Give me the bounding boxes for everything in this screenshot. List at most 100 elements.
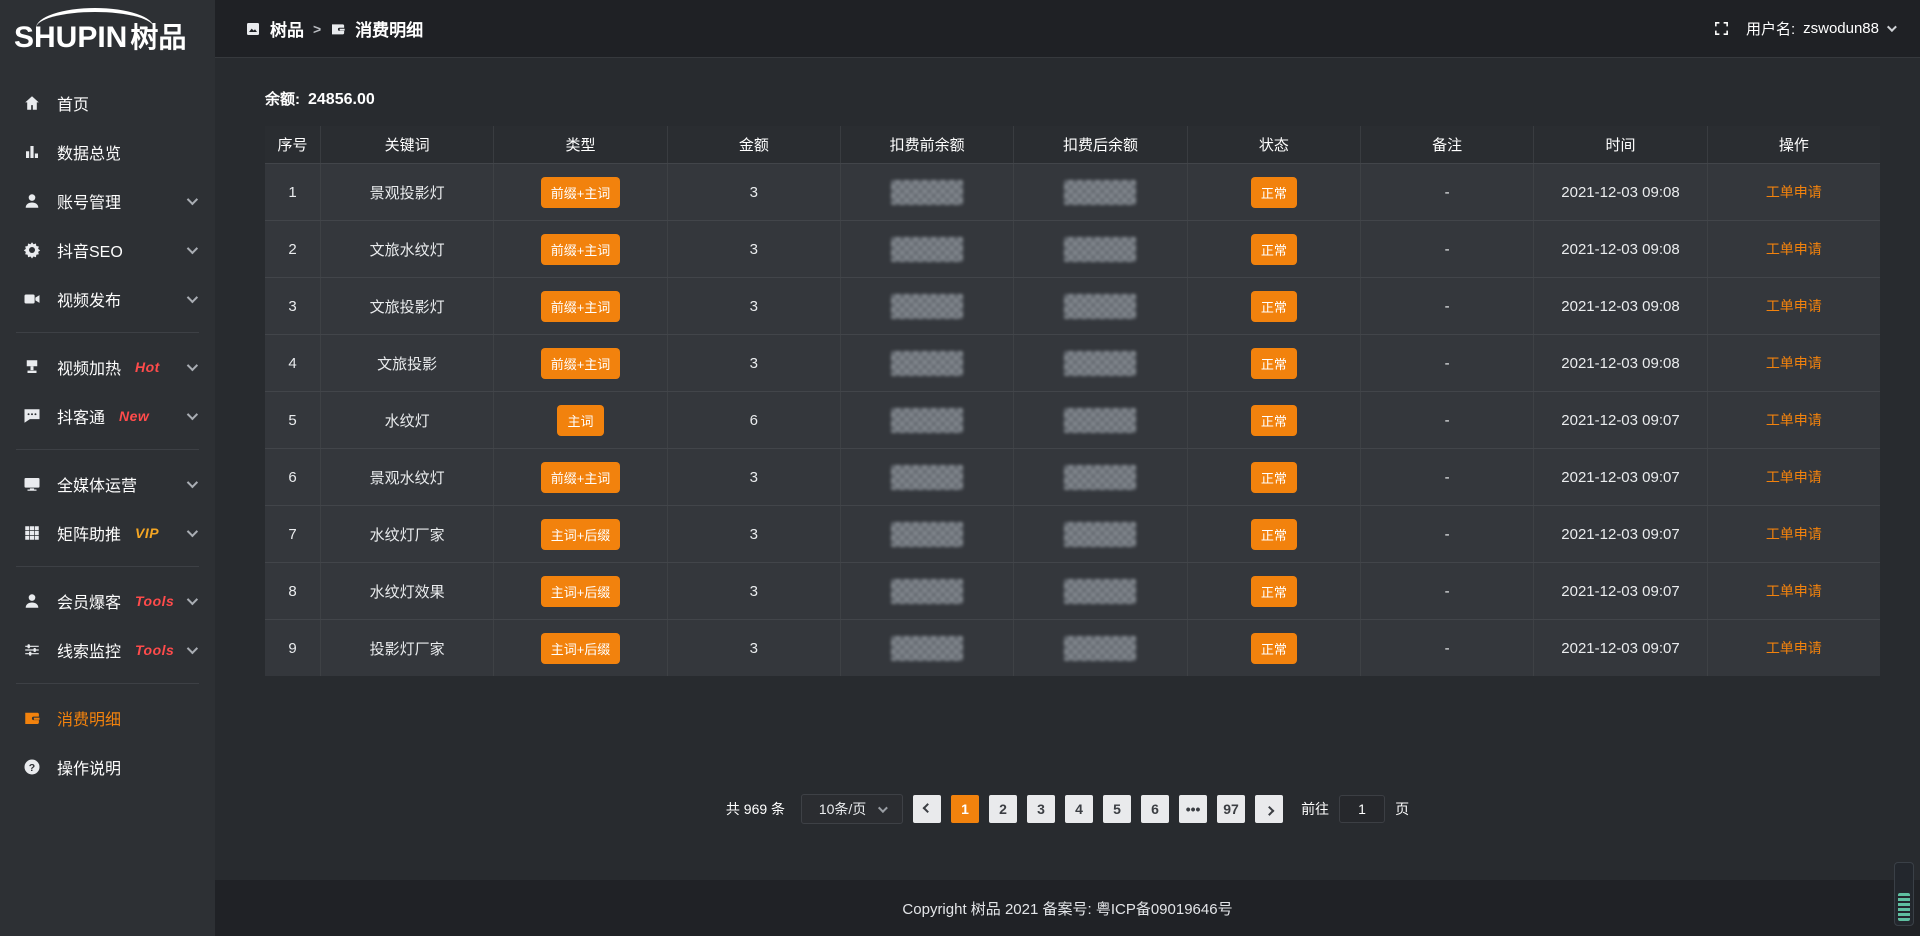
table-cell: - xyxy=(1359,620,1533,676)
masked-balance-before xyxy=(891,464,964,490)
sidebar-item-8[interactable]: 全媒体运营 xyxy=(0,459,215,508)
table-cell: 投影灯厂家 xyxy=(320,620,493,676)
table-cell: 工单申请 xyxy=(1706,278,1880,334)
goto-unit-label: 页 xyxy=(1395,801,1410,817)
work-order-link[interactable]: 工单申请 xyxy=(1765,355,1822,371)
cell-amount: 3 xyxy=(749,468,758,486)
footer: Copyright 树品 2021 备案号: 粤ICP备09019646号 xyxy=(215,880,1920,936)
table-cell: 文旅投影 xyxy=(320,335,493,391)
prev-page-button[interactable] xyxy=(913,795,942,823)
page-button-2[interactable]: 2 xyxy=(989,795,1018,823)
app-logo: SHUPIN 树品 xyxy=(14,8,204,60)
page-button-6[interactable]: 6 xyxy=(1141,795,1170,823)
sidebar-item-label: 抖音SEO xyxy=(57,243,123,261)
table-cell: 2021-12-03 09:07 xyxy=(1533,620,1706,676)
chevron-down-icon xyxy=(186,476,199,488)
work-order-link[interactable]: 工单申请 xyxy=(1765,640,1822,656)
table-cell: 9 xyxy=(265,620,320,676)
chevron-left-icon xyxy=(922,802,933,813)
page-button-5[interactable]: 5 xyxy=(1103,795,1132,823)
sidebar-item-7[interactable]: 抖客通 New xyxy=(0,391,215,440)
page-size-value: 10条/页 xyxy=(818,801,867,817)
column-header-2: 关键词 xyxy=(320,126,493,163)
goto-page: 前往 页 xyxy=(1301,795,1409,823)
masked-balance-before xyxy=(891,293,964,319)
work-order-link[interactable]: 工单申请 xyxy=(1765,583,1822,599)
table-cell: 7 xyxy=(265,506,320,562)
page-button-3[interactable]: 3 xyxy=(1027,795,1056,823)
sidebar-item-3[interactable]: 账号管理 xyxy=(0,176,215,225)
page-button-97[interactable]: 97 xyxy=(1217,795,1246,823)
table-cell: - xyxy=(1359,164,1533,220)
table-cell: 3 xyxy=(265,278,320,334)
masked-balance-before xyxy=(891,635,964,661)
gear-icon xyxy=(22,240,42,260)
table-row-9: 9 投影灯厂家 主词+后缀 3 正常 - 2021-12-03 09:07 工单申请 xyxy=(265,619,1880,676)
table-cell: 正常 xyxy=(1186,164,1360,220)
sidebar-item-13[interactable]: ? 操作说明 xyxy=(0,742,215,791)
sidebar-item-6[interactable]: 视频加热 Hot xyxy=(0,342,215,391)
cell-index: 1 xyxy=(288,183,297,201)
page-button-4[interactable]: 4 xyxy=(1065,795,1094,823)
page-size-select[interactable]: 10条/页 xyxy=(801,794,904,824)
sidebar-item-9[interactable]: 矩阵助推 VIP xyxy=(0,508,215,557)
work-order-link[interactable]: 工单申请 xyxy=(1765,412,1822,428)
column-header-1: 序号 xyxy=(277,137,308,154)
cell-remark: - xyxy=(1444,240,1450,258)
page-button-1[interactable]: 1 xyxy=(951,795,980,823)
table-cell: 3 xyxy=(666,620,840,676)
table-cell xyxy=(1013,335,1186,391)
masked-balance-after xyxy=(1064,578,1137,604)
sidebar-item-5[interactable]: 视频发布 xyxy=(0,274,215,323)
goto-page-input[interactable] xyxy=(1339,795,1386,823)
work-order-link[interactable]: 工单申请 xyxy=(1765,298,1822,314)
sidebar-item-label: 会员爆客 xyxy=(57,594,122,612)
sidebar-divider xyxy=(16,683,199,684)
cell-keyword: 文旅投影 xyxy=(377,355,438,373)
table-cell: 6 xyxy=(666,392,840,448)
chevron-down-icon xyxy=(186,193,199,205)
status-badge: 正常 xyxy=(1250,233,1297,265)
cell-remark: - xyxy=(1444,354,1450,372)
work-order-link[interactable]: 工单申请 xyxy=(1765,184,1822,200)
next-page-button[interactable] xyxy=(1255,795,1284,823)
chevron-down-icon xyxy=(186,593,199,605)
fullscreen-icon[interactable] xyxy=(1713,20,1730,37)
breadcrumb-home[interactable]: 树品 xyxy=(270,21,304,40)
masked-balance-before xyxy=(891,521,964,547)
scroll-indicator-widget xyxy=(1894,862,1914,926)
table-cell: 主词+后缀 xyxy=(493,563,666,619)
masked-balance-after xyxy=(1064,521,1137,547)
sidebar: SHUPIN 树品 首页 数据总览 账号管理抖音SEO 视频发布视频加热 Hot 抖客通 Ne… xyxy=(0,0,215,936)
sidebar-item-1[interactable]: 首页 xyxy=(0,78,215,127)
work-order-link[interactable]: 工单申请 xyxy=(1765,526,1822,542)
sidebar-item-2[interactable]: 数据总览 xyxy=(0,127,215,176)
sidebar-divider xyxy=(16,332,199,333)
masked-balance-after xyxy=(1064,350,1137,376)
balance: 余额: 24856.00 xyxy=(265,88,1920,109)
chevron-down-icon xyxy=(878,802,889,813)
balance-value: 24856.00 xyxy=(308,91,375,108)
table-cell: 正常 xyxy=(1186,620,1360,676)
wallet-icon xyxy=(330,21,346,37)
work-order-link[interactable]: 工单申请 xyxy=(1765,469,1822,485)
type-badge: 主词 xyxy=(557,404,604,436)
sidebar-item-11[interactable]: 线索监控 Tools xyxy=(0,625,215,674)
cell-index: 7 xyxy=(288,525,297,543)
page-ellipsis-button[interactable]: ••• xyxy=(1179,795,1208,823)
table-cell: 工单申请 xyxy=(1706,563,1880,619)
type-badge: 主词+后缀 xyxy=(540,575,621,607)
table-cell: - xyxy=(1359,335,1533,391)
user-menu[interactable]: 用户名: zswodun88 xyxy=(1746,18,1897,39)
masked-balance-before xyxy=(891,179,964,205)
work-order-link[interactable]: 工单申请 xyxy=(1765,241,1822,257)
type-badge: 前缀+主词 xyxy=(540,290,621,322)
sidebar-divider xyxy=(16,449,199,450)
masked-balance-before xyxy=(891,236,964,262)
sidebar-item-12[interactable]: 消费明细 xyxy=(0,693,215,742)
sidebar-item-4[interactable]: 抖音SEO xyxy=(0,225,215,274)
page-buttons: 1 2 3 4 5 6 ••• 97 xyxy=(951,795,1246,823)
sidebar-item-10[interactable]: 会员爆客 Tools xyxy=(0,576,215,625)
main-content: 余额: 24856.00 序号 关键词 类型 金额 扣费前余额 扣费后余额 状态 备注 时间 操作 … xyxy=(215,58,1920,936)
